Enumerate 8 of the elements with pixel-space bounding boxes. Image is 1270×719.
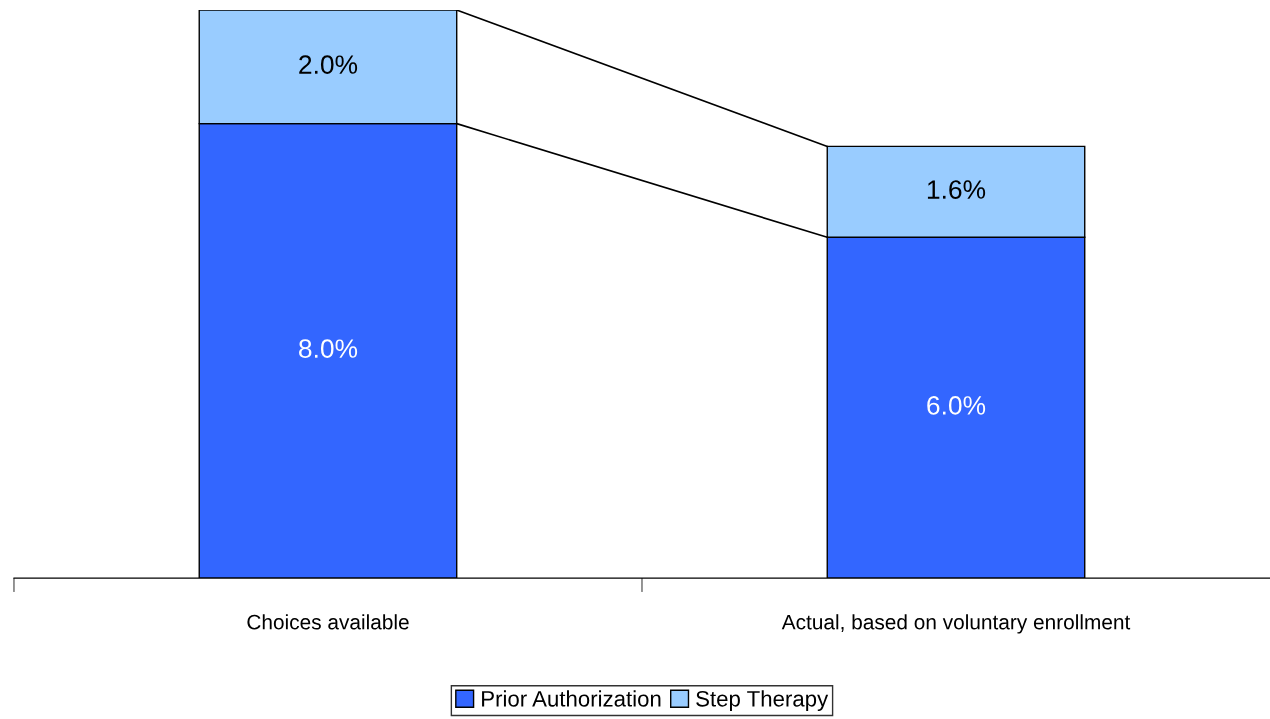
data-label: 6.0%: [927, 396, 986, 415]
data-label: 1.6%: [927, 180, 986, 199]
data-label: 2.0%: [299, 55, 358, 74]
x-tick-label: Actual, based on voluntary enrollment: [781, 614, 1131, 634]
legend-label: Prior Authorization: [482, 690, 661, 707]
legend-label: Step Therapy: [696, 690, 829, 712]
data-label: 8.0%: [299, 339, 358, 358]
x-tick-label: Choices available: [247, 614, 409, 630]
